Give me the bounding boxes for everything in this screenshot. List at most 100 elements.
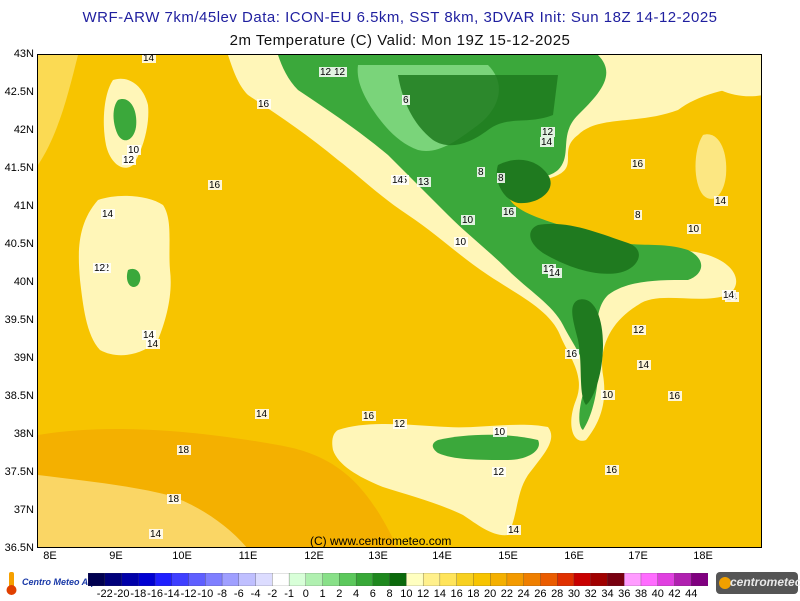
colorbar-label: 38 xyxy=(634,588,648,600)
sea-cool-northwest xyxy=(38,55,78,165)
contour-label-bg xyxy=(722,290,736,300)
contour-label-bg xyxy=(177,445,191,455)
colorbar-swatch xyxy=(523,573,541,586)
contour-label-bg xyxy=(142,55,156,63)
contour-labels: 1410121412141416161214151312610121414881… xyxy=(93,55,739,540)
contour-label-bg xyxy=(257,99,271,109)
temperature-map: 1410121412141416161214151312610121414881… xyxy=(37,54,762,548)
centro-meteo-logo: Centro Meteo Aq xyxy=(2,570,94,596)
colorbar-swatch xyxy=(607,573,625,586)
lat-label-37: 37N xyxy=(13,504,34,516)
lat-label-40: 40N xyxy=(13,276,34,288)
lon-label-15e: 15E xyxy=(498,550,518,562)
contour-label-bg xyxy=(632,325,646,335)
lon-label-10e: 10E xyxy=(172,550,192,562)
colorbar-label: 1 xyxy=(319,588,326,600)
colorbar-label: 0 xyxy=(302,588,309,600)
colorbar-label: -16 xyxy=(147,588,163,600)
apennines-dark-south xyxy=(530,223,639,274)
colorbar-label: 10 xyxy=(400,588,413,600)
lon-label-12e: 12E xyxy=(304,550,324,562)
contour-label: 8 xyxy=(498,173,504,184)
contour-label: 14 xyxy=(150,529,162,540)
lon-label-17e: 17E xyxy=(628,550,648,562)
contour-label-bg xyxy=(634,210,642,220)
sardinia-land xyxy=(78,195,171,356)
colorbar-swatch xyxy=(154,573,173,586)
colorbar-swatch xyxy=(640,573,659,586)
contour-label-bg xyxy=(507,525,521,535)
colorbar-swatch xyxy=(272,573,290,586)
contour-label: 14 xyxy=(541,137,553,148)
colorbar-swatch xyxy=(573,573,592,586)
lat-label-42-5: 42.5N xyxy=(4,86,34,98)
thermometer-icon xyxy=(6,572,17,595)
contour-label: 12 xyxy=(94,263,106,274)
colorbar-label: 40 xyxy=(651,588,664,600)
contour-label-bg xyxy=(122,155,136,165)
contour-label: 12 xyxy=(542,127,554,138)
colorbar-swatch xyxy=(674,573,692,586)
contour-label-bg xyxy=(127,145,141,155)
colorbar-swatch xyxy=(506,573,525,586)
contour-label-bg xyxy=(541,127,555,137)
colorbar-label: 14 xyxy=(433,588,447,600)
contour-label: 12 xyxy=(394,419,406,430)
contour-label-bg xyxy=(333,67,347,77)
tunisia-land xyxy=(38,475,247,547)
colorbar-label: 12 xyxy=(417,588,430,600)
contour-label-bg xyxy=(402,95,410,105)
colorbar-label: 26 xyxy=(534,588,547,600)
colorbar-swatch xyxy=(557,573,575,586)
colorbar-swatch xyxy=(590,573,609,586)
contour-label-bg xyxy=(208,180,222,190)
contour-label: 14 xyxy=(143,330,155,341)
lon-label-16e: 16E xyxy=(564,550,584,562)
contour-label-bg xyxy=(417,177,431,187)
colorbar-swatch xyxy=(188,573,206,586)
contour-label: 16 xyxy=(503,207,515,218)
lat-label-39-5: 39.5N xyxy=(4,314,34,326)
centrometeo-logo: centrometeo xyxy=(716,570,800,596)
contour-label-bg xyxy=(605,465,619,475)
sicily-green xyxy=(432,434,539,460)
contour-label: 10 xyxy=(602,390,614,401)
colorbar-label: 16 xyxy=(450,588,463,600)
colorbar-swatch xyxy=(88,573,106,586)
contour-label: 16 xyxy=(606,465,618,476)
colorbar-label: 24 xyxy=(517,588,530,600)
colorbar-swatch xyxy=(490,573,508,586)
contour-label-bg xyxy=(101,209,115,219)
colorbar-label: 22 xyxy=(500,588,514,600)
contour-label: 12 xyxy=(334,67,346,78)
colorbar-swatch xyxy=(456,573,474,586)
contour-label-bg xyxy=(319,67,333,77)
copyright-text: (C) www.centrometeo.com xyxy=(310,534,452,548)
logo-right-text: centrometeo xyxy=(730,575,800,589)
lat-label-36-5: 36.5N xyxy=(4,542,34,554)
contour-label-bg xyxy=(492,467,506,477)
contour-label-bg xyxy=(362,411,376,421)
colorbar-label: 4 xyxy=(353,588,360,600)
lon-label-13e: 13E xyxy=(368,550,388,562)
colorbar-label: 8 xyxy=(386,588,393,600)
contour-label: 10 xyxy=(455,237,467,248)
contour-label-bg xyxy=(687,224,701,234)
lon-label-18e: 18E xyxy=(693,550,713,562)
contour-label: 18 xyxy=(168,494,180,505)
logo-background xyxy=(716,572,798,594)
contour-label-bg xyxy=(540,137,554,147)
contour-label: 14 xyxy=(143,55,155,64)
colorbar-label: -12 xyxy=(180,588,197,600)
contour-label-bg xyxy=(565,349,579,359)
colorbar-label: 42 xyxy=(668,588,681,600)
contour-label-bg xyxy=(714,196,728,206)
map-subtitle: 2m Temperature (C) Valid: Mon 19Z 15-12-… xyxy=(229,32,571,49)
colorbar-label: 18 xyxy=(467,588,480,600)
lat-label-43: 43N xyxy=(13,48,34,60)
contour-label: 14 xyxy=(508,525,520,536)
colorbar-swatch xyxy=(422,573,441,586)
map-canvas: 1410121412141416161214151312610121414881… xyxy=(38,55,761,547)
contour-label: 14 xyxy=(256,409,268,420)
contour-label: 12 xyxy=(493,467,505,478)
